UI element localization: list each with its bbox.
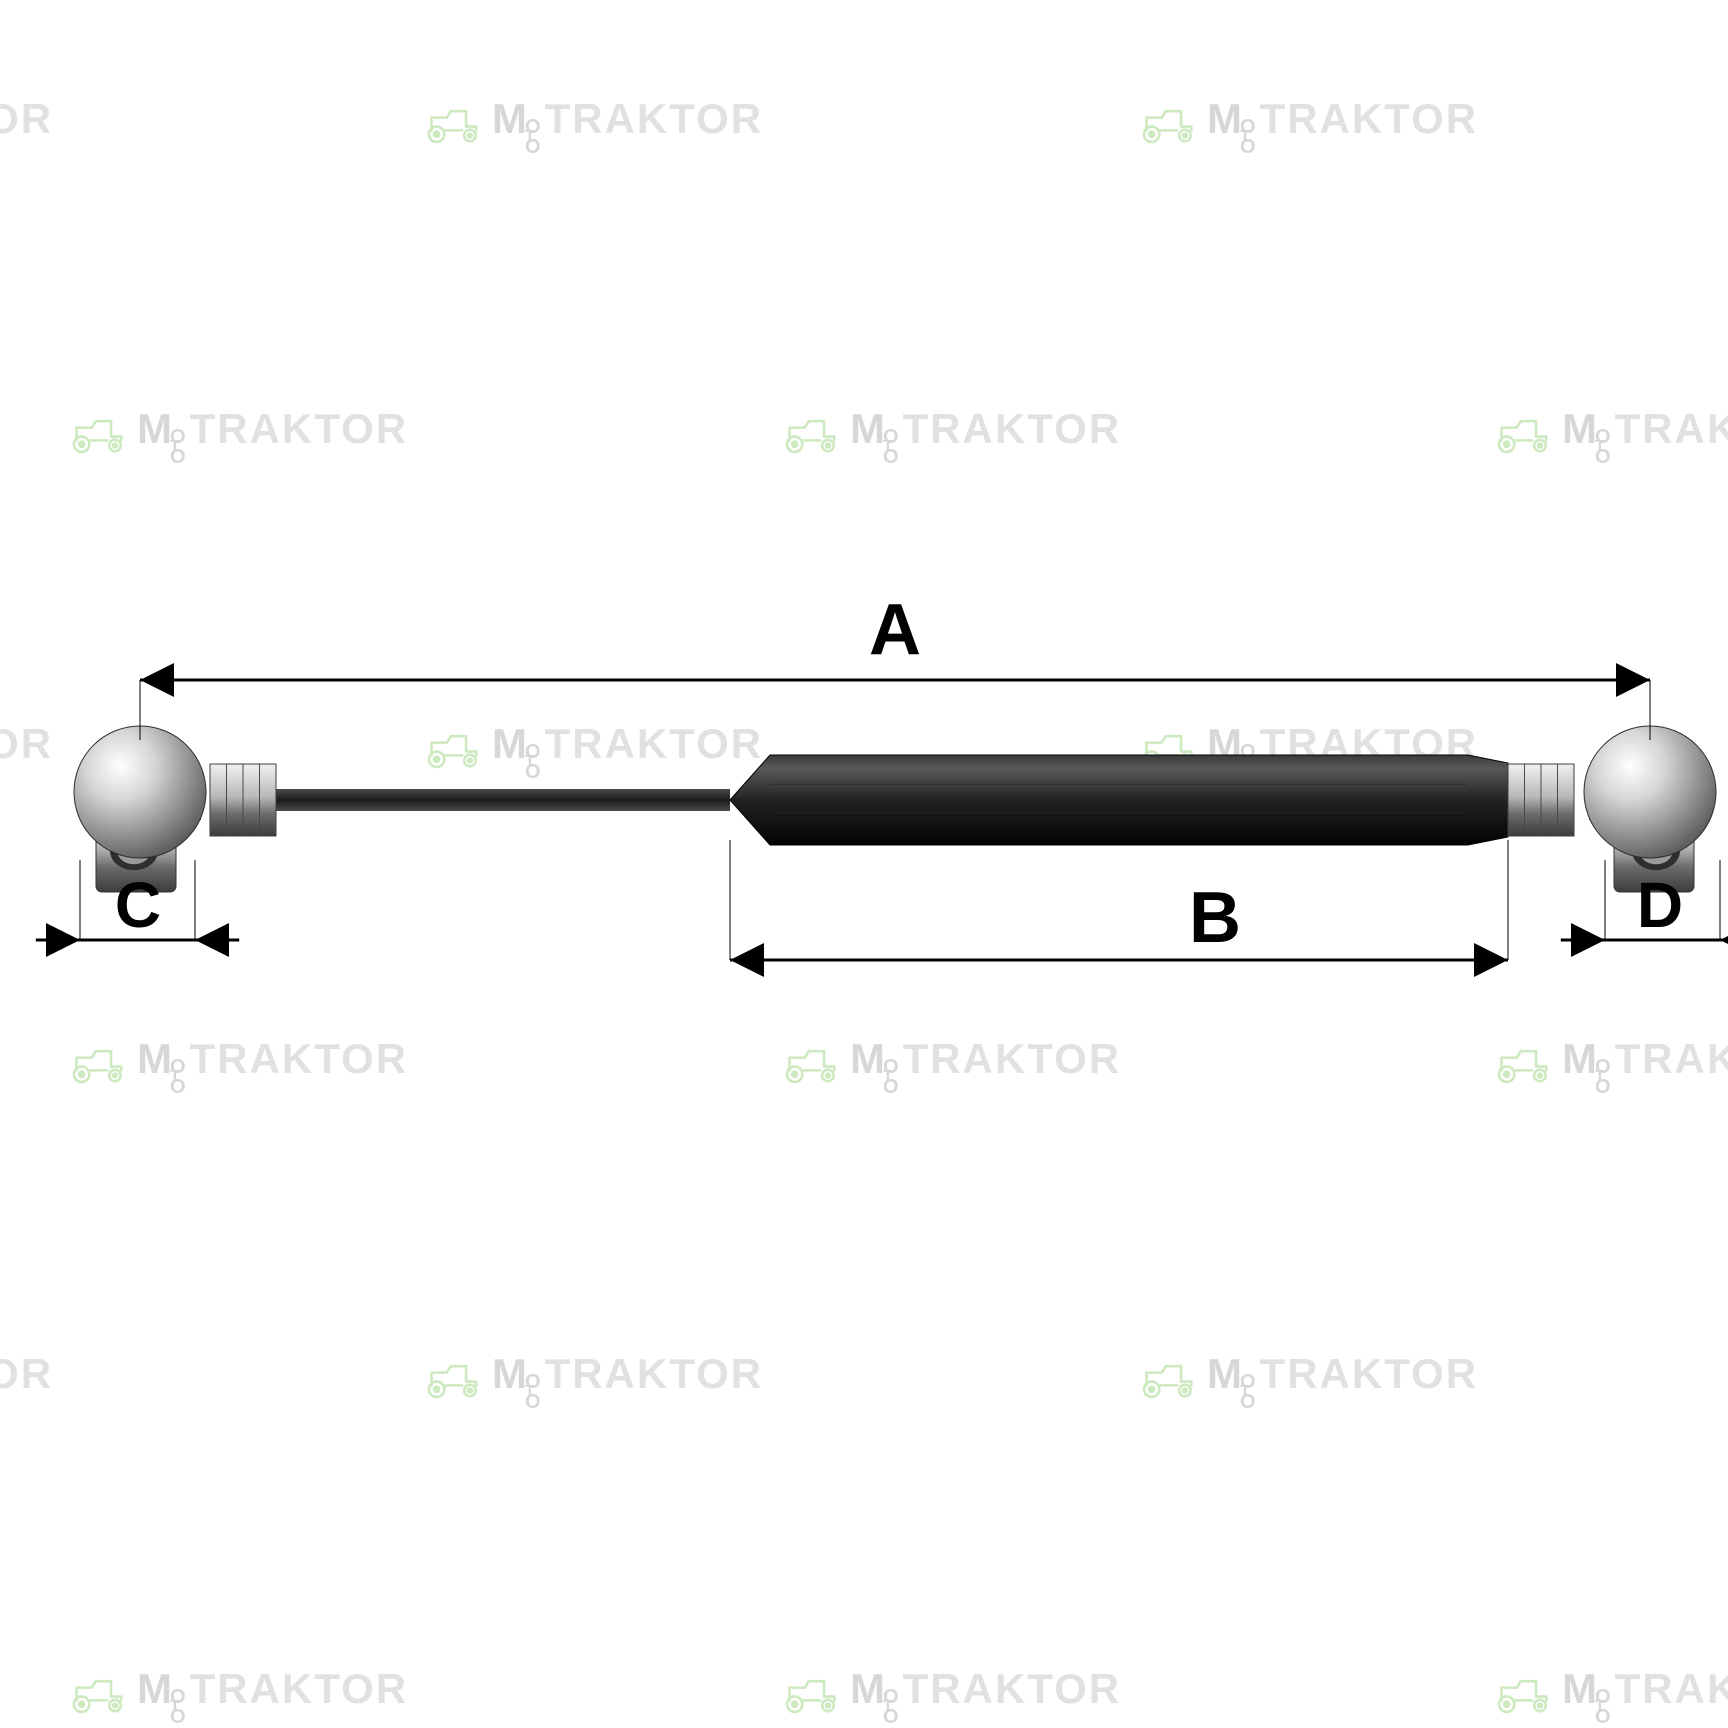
dimension-label-a: A [869, 589, 921, 671]
dimension-label-b: B [1189, 877, 1241, 959]
strut-body [730, 755, 1508, 845]
dimension-label-d: D [1637, 868, 1683, 942]
gas-strut-diagram [0, 0, 1728, 1728]
gas-strut [74, 726, 1716, 892]
dimension-label-c: C [115, 868, 161, 942]
piston-rod [260, 789, 730, 811]
diagram-canvas: M O T O TRAKTOR M [0, 0, 1728, 1728]
